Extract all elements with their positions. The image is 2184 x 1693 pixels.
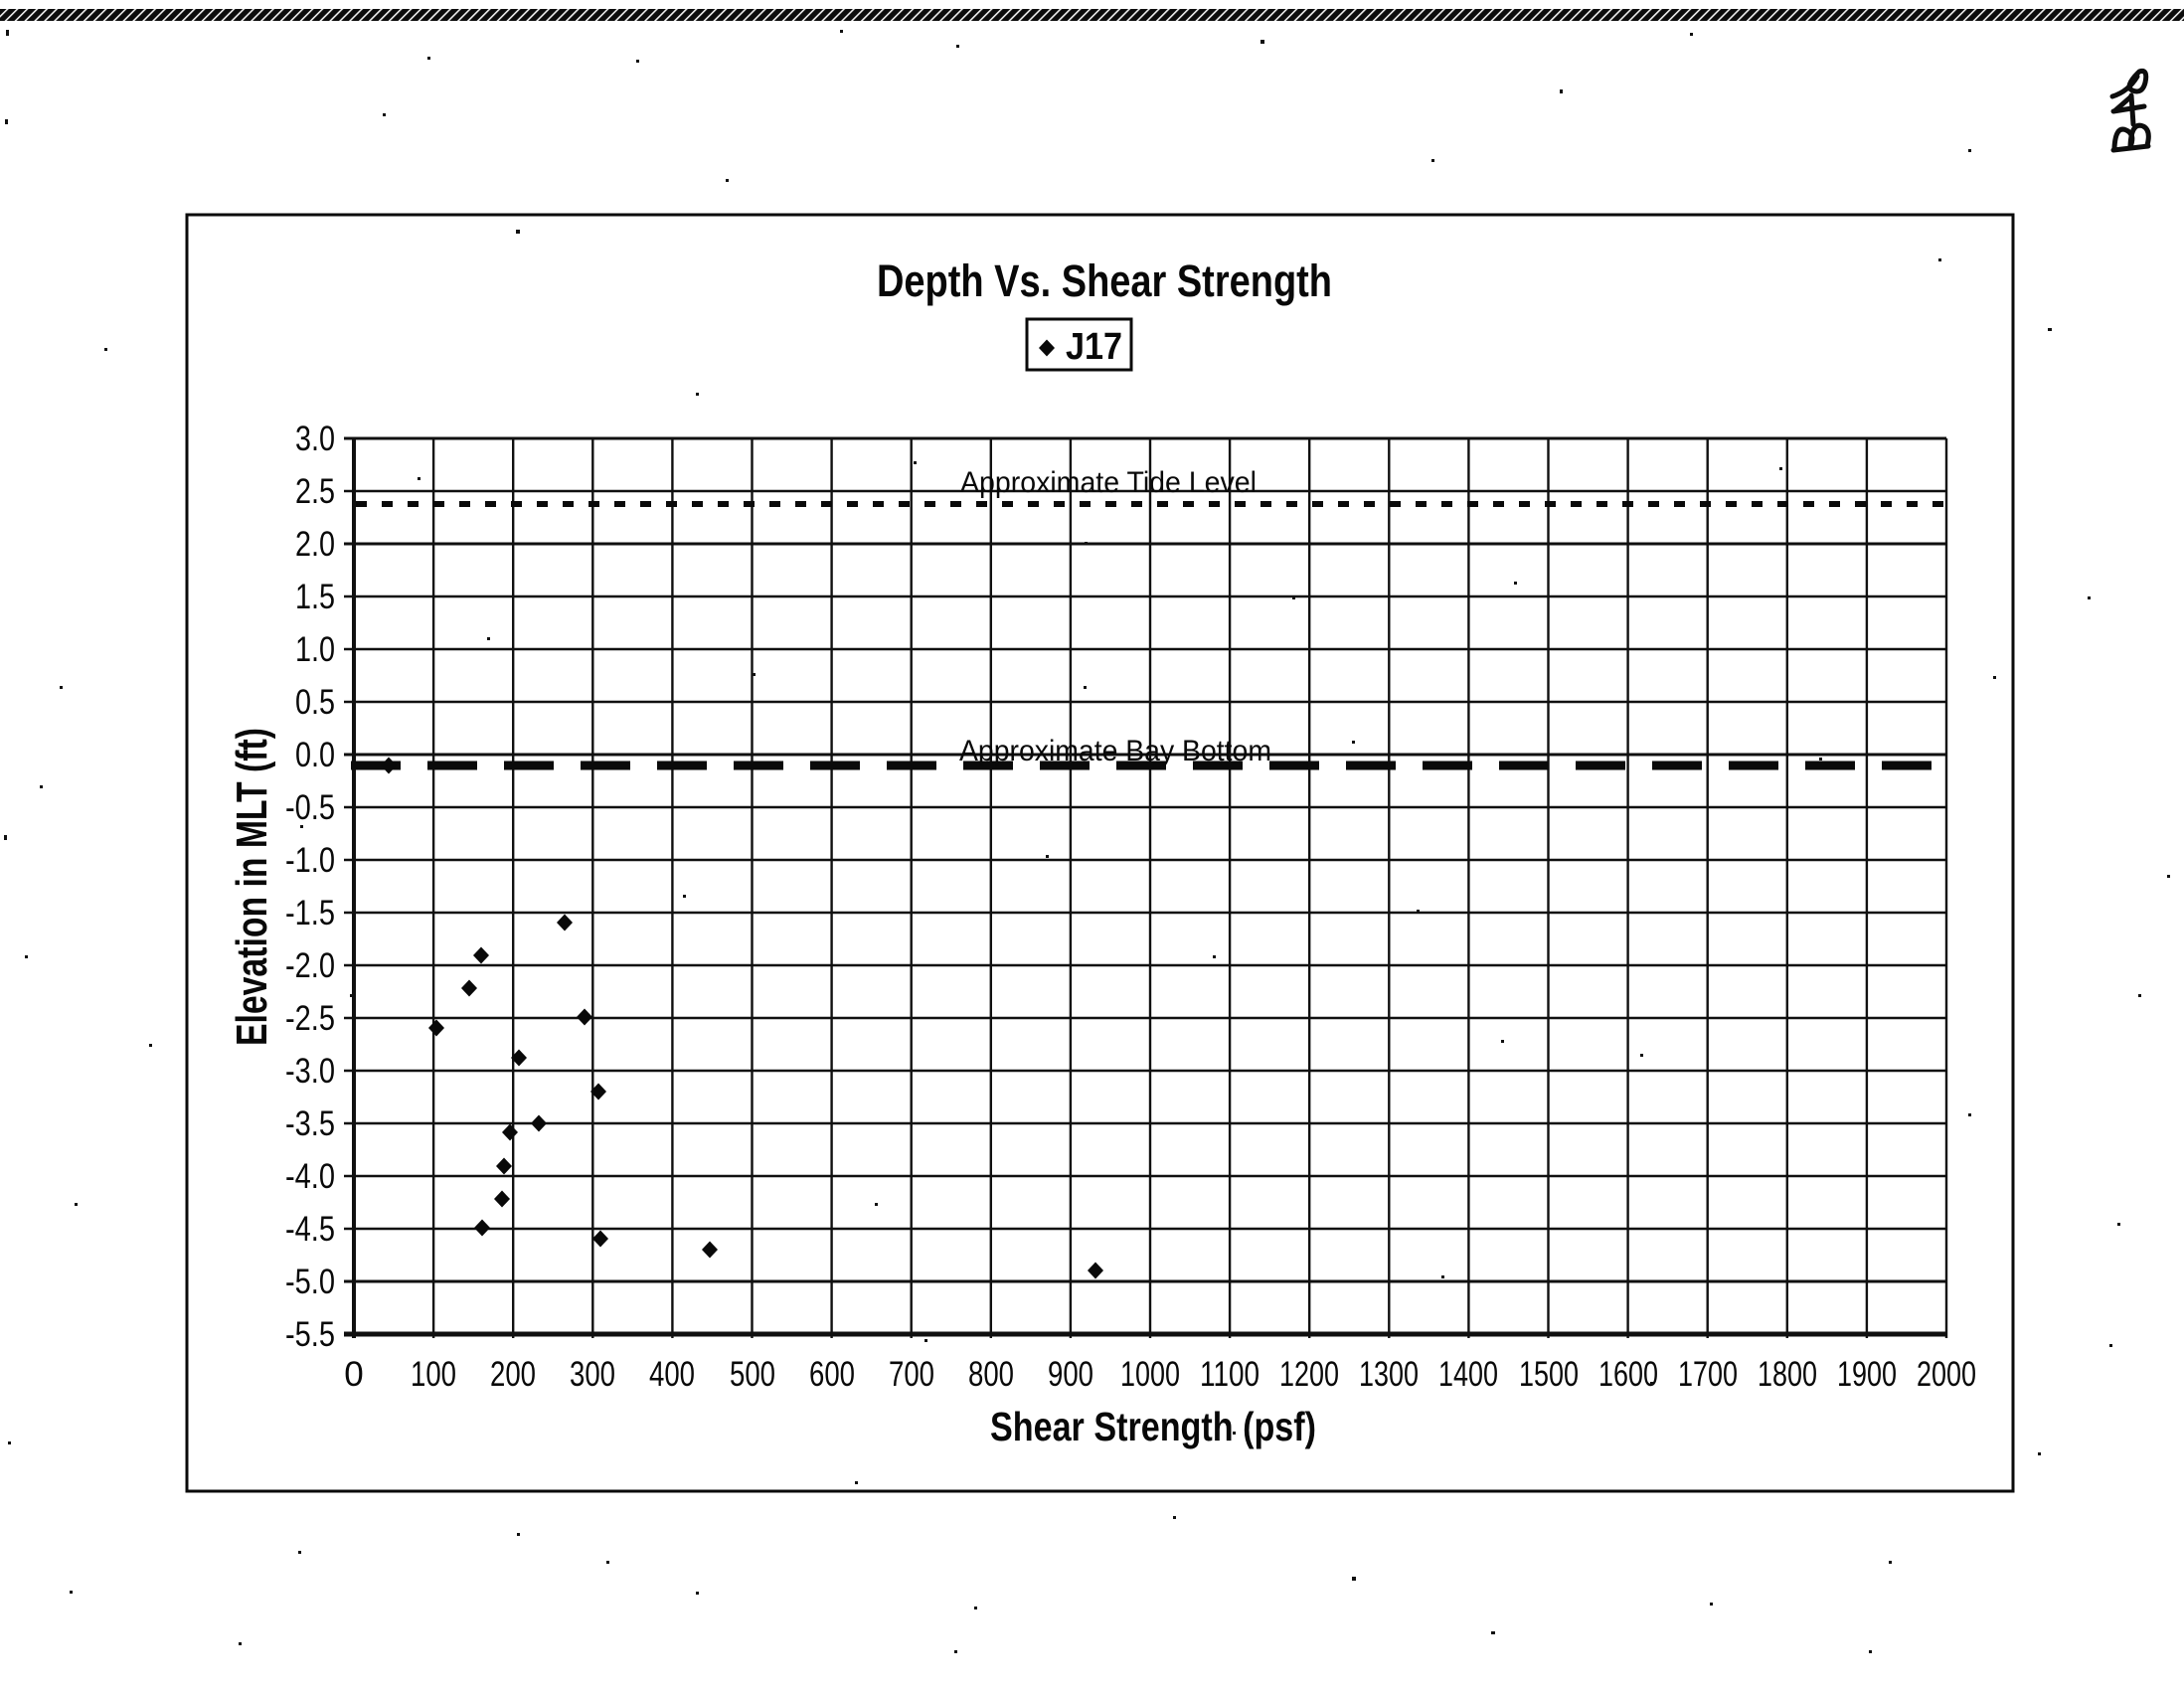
svg-text:1100: 1100 xyxy=(1200,1355,1260,1394)
svg-text:600: 600 xyxy=(809,1355,855,1394)
svg-text:200: 200 xyxy=(490,1355,536,1394)
svg-text:-1.0: -1.0 xyxy=(285,841,335,880)
svg-text:-5.5: -5.5 xyxy=(285,1315,335,1354)
svg-text:800: 800 xyxy=(968,1355,1014,1394)
svg-text:500: 500 xyxy=(730,1355,775,1394)
svg-text:Shear Strength (psf): Shear Strength (psf) xyxy=(990,1404,1316,1449)
svg-text:3.0: 3.0 xyxy=(295,420,335,458)
svg-text:-4.5: -4.5 xyxy=(285,1210,335,1249)
svg-text:1200: 1200 xyxy=(1279,1355,1339,1394)
svg-text:Depth Vs. Shear Strength: Depth Vs. Shear Strength xyxy=(877,255,1332,306)
svg-text:1400: 1400 xyxy=(1438,1355,1498,1394)
svg-text:-2.5: -2.5 xyxy=(285,999,335,1038)
svg-text:900: 900 xyxy=(1048,1355,1093,1394)
svg-text:-2.0: -2.0 xyxy=(285,946,335,985)
svg-text:100: 100 xyxy=(411,1355,456,1394)
svg-text:0.5: 0.5 xyxy=(295,683,335,722)
svg-text:1500: 1500 xyxy=(1519,1355,1579,1394)
svg-text:0: 0 xyxy=(344,1355,363,1394)
svg-text:700: 700 xyxy=(889,1355,934,1394)
svg-text:Approximate Tide Level: Approximate Tide Level xyxy=(960,466,1257,499)
svg-text:2.0: 2.0 xyxy=(295,525,335,564)
svg-text:-3.5: -3.5 xyxy=(285,1104,335,1143)
svg-text:Approximate Bay Bottom: Approximate Bay Bottom xyxy=(959,735,1271,767)
svg-text:0.0: 0.0 xyxy=(295,736,335,774)
svg-text:1.5: 1.5 xyxy=(295,578,335,616)
svg-text:J17: J17 xyxy=(1066,326,1122,368)
svg-text:-0.5: -0.5 xyxy=(285,788,335,827)
svg-text:1900: 1900 xyxy=(1837,1355,1897,1394)
svg-text:-5.0: -5.0 xyxy=(285,1263,335,1301)
svg-text:400: 400 xyxy=(649,1355,695,1394)
svg-text:1300: 1300 xyxy=(1359,1355,1419,1394)
svg-text:1000: 1000 xyxy=(1120,1355,1180,1394)
svg-text:300: 300 xyxy=(570,1355,615,1394)
svg-text:2.5: 2.5 xyxy=(295,472,335,511)
svg-text:1700: 1700 xyxy=(1678,1355,1738,1394)
svg-text:1600: 1600 xyxy=(1598,1355,1658,1394)
svg-text:1800: 1800 xyxy=(1758,1355,1817,1394)
svg-text:-4.0: -4.0 xyxy=(285,1157,335,1196)
svg-text:Elevation in MLT (ft): Elevation in MLT (ft) xyxy=(228,728,276,1046)
svg-text:1.0: 1.0 xyxy=(295,630,335,669)
svg-text:-3.0: -3.0 xyxy=(285,1052,335,1091)
svg-text:2000: 2000 xyxy=(1917,1355,1976,1394)
svg-text:-1.5: -1.5 xyxy=(285,894,335,932)
